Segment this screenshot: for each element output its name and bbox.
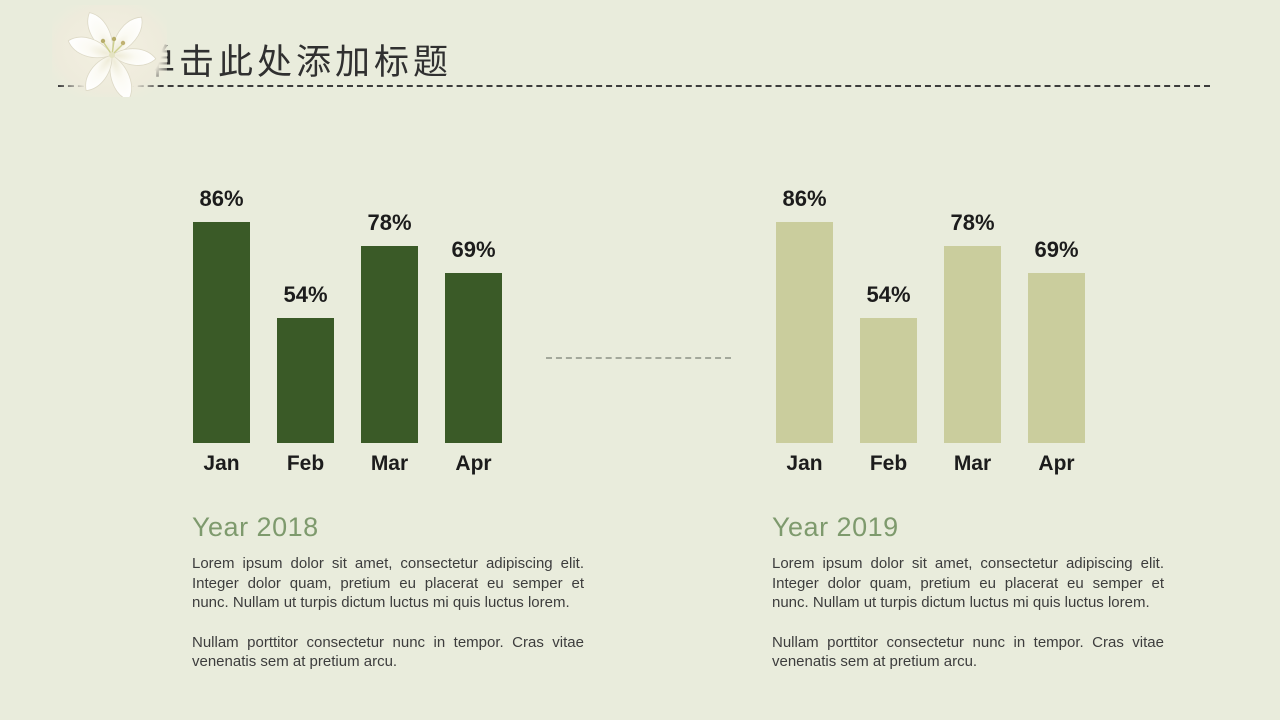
category-label-apr: Apr (455, 452, 492, 475)
bar-year-2019-jan: 86% (776, 186, 833, 443)
divider-dashed-line (546, 357, 731, 359)
bar-column-apr: 69% (445, 237, 502, 443)
bar-value-label: 86% (199, 186, 244, 211)
bar-year-2018-jan: 86% (193, 186, 250, 443)
category-label-mar: Mar (953, 452, 992, 475)
title-underline-dashed (58, 85, 1210, 87)
bar-column-jan: 86% (193, 186, 250, 443)
section-heading: Year 2018 (192, 512, 319, 542)
bar-value-label: 78% (950, 210, 995, 235)
category-label-feb: Feb (869, 452, 908, 475)
bar-column-mar: 78% (944, 210, 1001, 443)
bar-value-label: 86% (782, 186, 827, 211)
bar-value-label: 78% (367, 210, 412, 235)
section-year-2019: Year 2019 Lorem ipsum dolor sit amet, co… (772, 512, 1164, 672)
section-heading: Year 2019 (772, 512, 899, 542)
bar-year-2018-mar: 78% (361, 210, 418, 443)
section-paragraph-2: Nullam porttitor consectetur nunc in tem… (772, 633, 1164, 671)
bar-chart-2019-categories: Jan Feb Mar Apr (776, 452, 1088, 476)
bar-chart-2018-categories: Jan Feb Mar Apr (193, 452, 505, 476)
section-paragraph-2: Nullam porttitor consectetur nunc in tem… (192, 633, 584, 671)
bar-column-feb: 54% (277, 282, 334, 443)
bar-value-label: 69% (1034, 237, 1079, 262)
section-year-2018: Year 2018 Lorem ipsum dolor sit amet, co… (192, 512, 584, 672)
slide-title-placeholder[interactable]: 单击此处添加标题 (140, 43, 453, 82)
bar-year-2019-apr: 69% (1028, 237, 1085, 443)
bar-chart-2018-bars: 86% 54% 78% 69% (193, 182, 505, 443)
bar-column-feb: 54% (860, 282, 917, 443)
category-label-feb: Feb (286, 452, 325, 475)
bar-chart-2018: 86% 54% 78% 69% Jan Feb Mar Apr (193, 182, 505, 476)
bar-chart-2019-bars: 86% 54% 78% 69% (776, 182, 1088, 443)
bar-value-label: 54% (866, 282, 911, 307)
bar-year-2018-feb: 54% (277, 282, 334, 443)
bar-year-2018-apr: 69% (445, 237, 502, 443)
category-label-mar: Mar (370, 452, 409, 475)
bar-value-label: 69% (451, 237, 496, 262)
bar-chart-2019: 86% 54% 78% 69% Jan Feb Mar Apr (776, 182, 1088, 476)
bar-value-label: 54% (283, 282, 328, 307)
category-label-jan: Jan (786, 452, 823, 475)
bar-column-jan: 86% (776, 186, 833, 443)
section-paragraph-1: Lorem ipsum dolor sit amet, consectetur … (192, 555, 584, 611)
lily-flower-image (52, 5, 167, 97)
section-paragraph-1: Lorem ipsum dolor sit amet, consectetur … (772, 555, 1164, 611)
category-label-jan: Jan (203, 452, 240, 475)
bar-column-apr: 69% (1028, 237, 1085, 443)
bar-column-mar: 78% (361, 210, 418, 443)
category-label-apr: Apr (1038, 452, 1075, 475)
bar-year-2019-mar: 78% (944, 210, 1001, 443)
bar-year-2019-feb: 54% (860, 282, 917, 443)
